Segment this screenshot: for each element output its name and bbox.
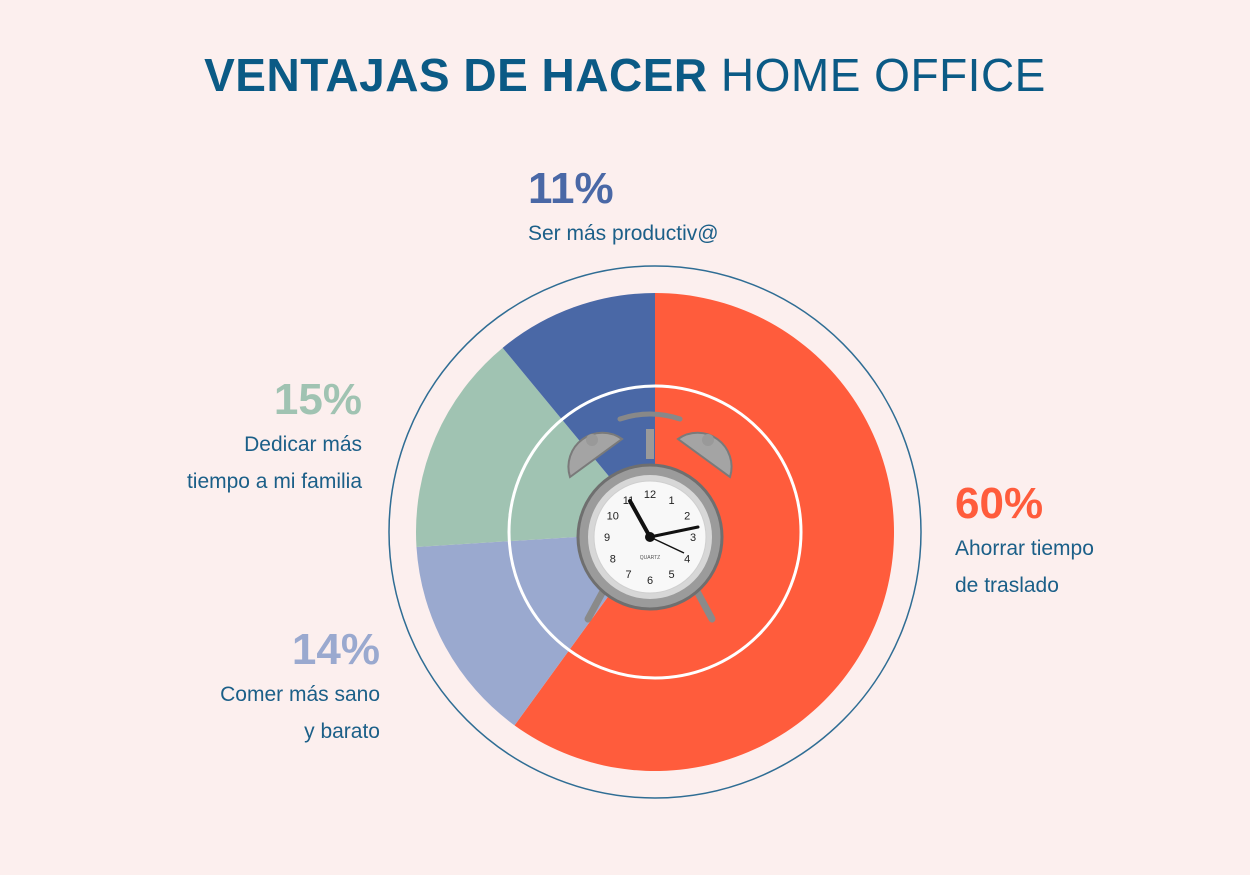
clock-number: 1 — [668, 495, 674, 507]
clock-number: 2 — [684, 511, 690, 523]
chart-title: VENTAJAS DE HACER HOME OFFICE — [0, 48, 1250, 102]
desc-productive: Ser más productiv@ — [528, 222, 719, 245]
clock-number: 10 — [607, 511, 619, 523]
clock-number: 5 — [668, 569, 674, 581]
pct-productive: 11% — [528, 164, 614, 213]
label-productive: 11% Ser más productiv@ — [528, 167, 719, 252]
alarm-clock-icon: 121234567891011QUARTZ — [567, 411, 733, 623]
desc-food-line-1: Comer más sano — [220, 683, 380, 706]
title-light: HOME OFFICE — [720, 49, 1046, 101]
clock-bell-knob-right — [702, 434, 714, 446]
clock-handle — [617, 411, 683, 422]
desc-family-line-2: tiempo a mi familia — [186, 470, 362, 493]
clock-bell-right — [676, 431, 733, 479]
label-commute: 60% Ahorrar tiempo de traslado — [955, 482, 1094, 604]
label-family: 15% Dedicar más tiempo a mi familia — [187, 378, 362, 500]
pct-commute: 60% — [955, 479, 1044, 528]
desc-family: Dedicar más tiempo a mi familia — [187, 426, 362, 500]
desc-food-line-2: y barato — [304, 720, 380, 743]
clock-hour-hand — [628, 499, 652, 539]
clock-brand: QUARTZ — [640, 555, 660, 561]
label-food: 14% Comer más sano y barato — [220, 628, 380, 750]
clock-pivot — [645, 532, 655, 542]
outer-ring — [388, 265, 922, 799]
clock-stem — [646, 429, 654, 459]
inner-ring — [507, 384, 803, 680]
clock-minute-hand — [648, 525, 700, 539]
title-bold: VENTAJAS DE HACER — [204, 49, 708, 101]
desc-food: Comer más sano y barato — [220, 676, 380, 750]
clock-second-hand — [649, 536, 685, 554]
clock-number: 12 — [644, 489, 656, 501]
desc-commute: Ahorrar tiempo de traslado — [955, 530, 1094, 604]
clock-bell-left — [567, 431, 624, 479]
clock-number: 4 — [684, 554, 690, 566]
desc-commute-line-2: de traslado — [955, 574, 1059, 597]
desc-family-line-1: Dedicar más — [244, 433, 362, 456]
clock-number: 9 — [604, 532, 610, 544]
clock-number: 6 — [647, 575, 653, 587]
pct-food: 14% — [291, 625, 380, 674]
clock-number: 3 — [690, 532, 696, 544]
clock-number: 7 — [625, 569, 631, 581]
clock-bell-knob-left — [586, 434, 598, 446]
pct-family: 15% — [273, 375, 362, 424]
desc-commute-line-1: Ahorrar tiempo — [955, 537, 1094, 560]
clock-number: 8 — [610, 554, 616, 566]
